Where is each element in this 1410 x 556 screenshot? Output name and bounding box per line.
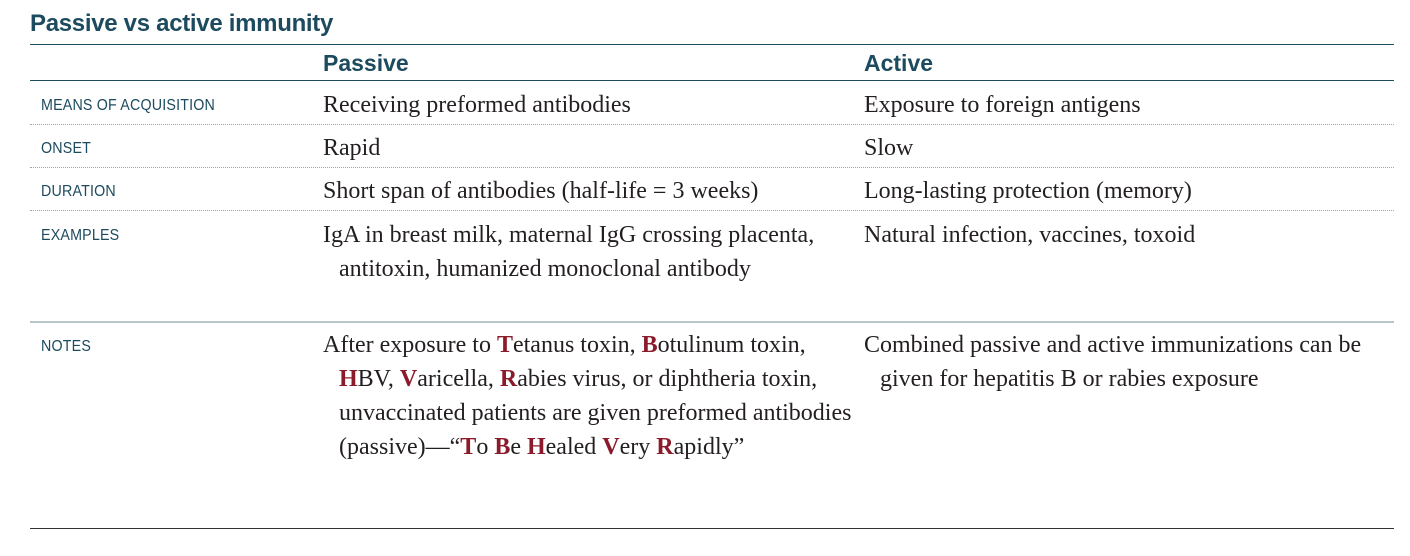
mnemonic-letter: R <box>499 366 518 392</box>
notes-text: etanus toxin, <box>512 332 642 358</box>
cell-passive-notes: After exposure to Tetanus toxin, Botulin… <box>323 328 857 464</box>
row-divider <box>30 167 1394 168</box>
cell-passive-onset: Rapid <box>323 135 381 161</box>
mnemonic-letter: H <box>339 366 358 392</box>
mnemonic-letter: H <box>526 434 546 460</box>
notes-text: e <box>510 434 527 460</box>
cell-passive-examples: IgA in breast milk, maternal IgG crossin… <box>323 222 815 282</box>
bottom-rule <box>30 528 1394 529</box>
notes-text: aricella, <box>417 366 500 392</box>
notes-text: ery <box>619 434 657 460</box>
cell-passive-duration: Short span of antibodies (half-life = 3 … <box>323 178 759 204</box>
column-header-active: Active <box>864 50 934 76</box>
notes-text: BV, <box>357 366 400 392</box>
cell-active-onset: Slow <box>864 135 914 161</box>
notes-text: otulinum toxin, <box>657 332 806 358</box>
table-title: Passive vs active immunity <box>30 10 334 37</box>
mnemonic-letter: R <box>656 434 674 460</box>
notes-text: ealed <box>545 434 603 460</box>
notes-text: After exposure to <box>323 332 497 358</box>
mnemonic-letter: V <box>399 366 418 392</box>
mnemonic-letter: B <box>494 434 511 460</box>
column-header-passive: Passive <box>323 50 409 76</box>
mnemonic-letter: T <box>460 434 477 460</box>
notes-text: abies virus, or diphtheria toxin, unvacc… <box>339 366 852 460</box>
top-rule <box>30 44 1394 45</box>
cell-passive-means: Receiving preformed antibodies <box>323 92 631 118</box>
row-label-examples: EXAMPLES <box>41 227 120 244</box>
row-label-duration: DURATION <box>41 183 116 200</box>
cell-active-examples: Natural infection, vaccines, toxoid <box>864 222 1196 248</box>
row-divider <box>30 124 1394 125</box>
header-rule <box>30 80 1394 81</box>
row-label-notes: NOTES <box>41 338 92 355</box>
notes-text: apidly” <box>673 434 745 460</box>
mnemonic-letter: T <box>496 332 513 358</box>
row-divider <box>30 210 1394 211</box>
notes-text: o <box>476 434 495 460</box>
cell-active-notes: Combined passive and active immunization… <box>864 332 1362 392</box>
immunity-table: Passive vs active immunity Passive Activ… <box>30 0 1394 556</box>
notes-divider <box>30 321 1394 323</box>
cell-active-duration: Long-lasting protection (memory) <box>864 178 1192 204</box>
cell-active-means: Exposure to foreign antigens <box>864 92 1141 118</box>
mnemonic-letter: V <box>602 434 620 460</box>
mnemonic-letter: B <box>641 332 658 358</box>
row-label-means-of-acquisition: MEANS OF ACQUISITION <box>41 97 216 114</box>
row-label-onset: ONSET <box>41 140 92 157</box>
